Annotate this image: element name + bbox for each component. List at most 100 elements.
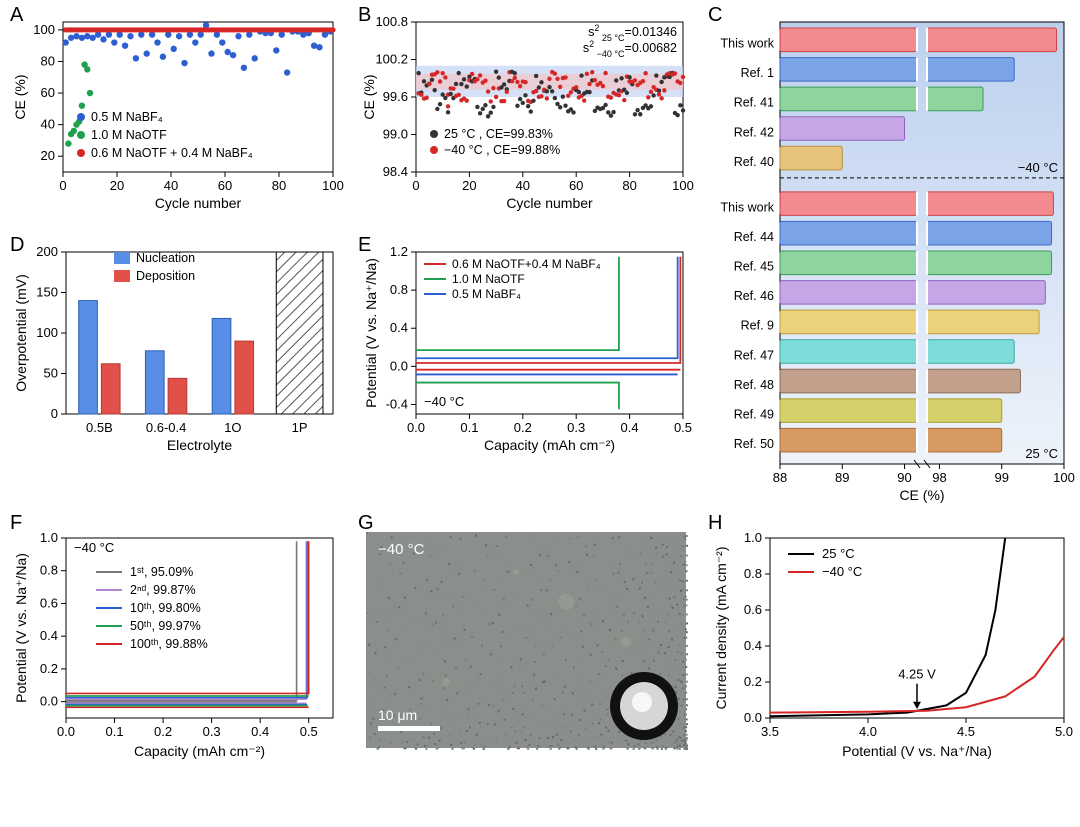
svg-text:0.0: 0.0 <box>744 710 762 725</box>
svg-text:100: 100 <box>1053 470 1075 485</box>
svg-text:0.4: 0.4 <box>40 628 58 643</box>
svg-text:−40 °C: −40 °C <box>1018 160 1058 175</box>
svg-text:0.3: 0.3 <box>567 420 585 435</box>
svg-text:80: 80 <box>41 53 55 68</box>
svg-text:Current density (mA cm⁻²): Current density (mA cm⁻²) <box>713 547 729 710</box>
svg-text:0.5: 0.5 <box>300 724 318 739</box>
svg-text:0.8: 0.8 <box>390 282 408 297</box>
svg-text:0.5B: 0.5B <box>86 420 113 435</box>
svg-text:Ref. 47: Ref. 47 <box>734 348 774 362</box>
svg-text:CE (%): CE (%) <box>12 74 28 119</box>
svg-text:5.0: 5.0 <box>1055 724 1073 739</box>
svg-text:Ref. 46: Ref. 46 <box>734 289 774 303</box>
svg-text:Potential (V vs. Na⁺/Na): Potential (V vs. Na⁺/Na) <box>842 743 992 759</box>
svg-text:60: 60 <box>218 178 232 193</box>
svg-text:Potential (V vs. Na⁺/Na): Potential (V vs. Na⁺/Na) <box>363 258 379 408</box>
svg-text:1P: 1P <box>292 420 308 435</box>
svg-text:0.4: 0.4 <box>621 420 639 435</box>
svg-text:0.6 M NaOTF + 0.4 M NaBF₄: 0.6 M NaOTF + 0.4 M NaBF₄ <box>91 146 253 160</box>
svg-text:50ᵗʰ, 99.97%: 50ᵗʰ, 99.97% <box>130 619 201 633</box>
svg-text:Potential (V vs. Na⁺/Na): Potential (V vs. Na⁺/Na) <box>13 553 29 703</box>
svg-text:−40 °C: −40 °C <box>424 394 464 409</box>
svg-text:Ref. 9: Ref. 9 <box>741 319 774 333</box>
svg-text:0.6-0.4: 0.6-0.4 <box>146 420 186 435</box>
svg-text:Ref. 45: Ref. 45 <box>734 260 774 274</box>
svg-text:Nucleation: Nucleation <box>136 251 195 265</box>
svg-text:0: 0 <box>59 178 66 193</box>
svg-text:1.0: 1.0 <box>744 530 762 545</box>
svg-text:0.6 M NaOTF+0.4 M NaBF₄: 0.6 M NaOTF+0.4 M NaBF₄ <box>452 257 601 271</box>
label-H: H <box>708 512 722 535</box>
svg-text:3.5: 3.5 <box>761 724 779 739</box>
svg-text:4.0: 4.0 <box>859 724 877 739</box>
svg-text:0.2: 0.2 <box>744 674 762 689</box>
svg-text:Ref. 48: Ref. 48 <box>734 378 774 392</box>
svg-text:25 °C: 25 °C <box>1025 446 1058 461</box>
svg-text:Electrolyte: Electrolyte <box>167 437 233 453</box>
svg-text:1.0 M NaOTF: 1.0 M NaOTF <box>452 272 525 286</box>
svg-text:0.5 M NaBF₄: 0.5 M NaBF₄ <box>91 110 163 124</box>
svg-text:25 °C , CE=99.83%: 25 °C , CE=99.83% <box>444 127 553 141</box>
svg-text:100: 100 <box>322 178 344 193</box>
label-E: E <box>358 234 371 257</box>
svg-text:20: 20 <box>462 178 476 193</box>
svg-text:50: 50 <box>44 366 58 381</box>
svg-text:4.5: 4.5 <box>957 724 975 739</box>
label-C: C <box>708 4 722 27</box>
svg-text:−40 °C: −40 °C <box>822 564 862 579</box>
svg-text:Overpotential (mV): Overpotential (mV) <box>13 274 29 391</box>
svg-text:1.0 M NaOTF: 1.0 M NaOTF <box>91 128 167 142</box>
svg-text:40: 40 <box>516 178 530 193</box>
svg-text:0.0: 0.0 <box>390 358 408 373</box>
svg-text:CE (%): CE (%) <box>361 74 377 119</box>
svg-text:90: 90 <box>897 470 911 485</box>
svg-text:0.3: 0.3 <box>203 724 221 739</box>
svg-text:10 μm: 10 μm <box>378 707 417 723</box>
label-B: B <box>358 4 371 27</box>
svg-text:40: 40 <box>164 178 178 193</box>
svg-text:0: 0 <box>412 178 419 193</box>
svg-text:Ref. 42: Ref. 42 <box>734 125 774 139</box>
svg-text:This work: This work <box>721 200 775 214</box>
svg-text:−40 °C: −40 °C <box>378 541 425 558</box>
svg-text:Cycle number: Cycle number <box>155 195 242 211</box>
label-G: G <box>358 512 374 535</box>
svg-text:99.6: 99.6 <box>383 89 408 104</box>
svg-text:1.2: 1.2 <box>390 244 408 259</box>
svg-text:100: 100 <box>36 325 58 340</box>
svg-text:98: 98 <box>932 470 946 485</box>
svg-text:60: 60 <box>569 178 583 193</box>
svg-text:Capacity (mAh cm⁻²): Capacity (mAh cm⁻²) <box>484 437 615 453</box>
figure-svg: 0 20 40 60 80 100 20 40 60 80 100 Cycle number CE (%… <box>0 0 1080 824</box>
svg-text:88: 88 <box>773 470 787 485</box>
svg-text:25 °C: 25 °C <box>822 546 855 561</box>
svg-text:200: 200 <box>36 244 58 259</box>
svg-text:0.8: 0.8 <box>40 563 58 578</box>
svg-text:60: 60 <box>41 85 55 100</box>
svg-text:CE (%): CE (%) <box>899 487 944 503</box>
svg-text:0.2: 0.2 <box>40 661 58 676</box>
svg-text:0.2: 0.2 <box>514 420 532 435</box>
svg-text:0.5 M NaBF₄: 0.5 M NaBF₄ <box>452 287 521 301</box>
svg-text:Ref. 40: Ref. 40 <box>734 155 774 169</box>
svg-text:0.4: 0.4 <box>744 638 762 653</box>
svg-text:Cycle number: Cycle number <box>506 195 593 211</box>
svg-text:100.2: 100.2 <box>375 52 408 67</box>
svg-text:Capacity (mAh cm⁻²): Capacity (mAh cm⁻²) <box>134 743 265 759</box>
svg-text:99: 99 <box>994 470 1008 485</box>
svg-text:0.8: 0.8 <box>744 566 762 581</box>
svg-text:−40 °C , CE=99.88%: −40 °C , CE=99.88% <box>444 143 560 157</box>
svg-text:0.4: 0.4 <box>251 724 269 739</box>
svg-text:80: 80 <box>272 178 286 193</box>
svg-text:0.4: 0.4 <box>390 320 408 335</box>
svg-text:100: 100 <box>33 22 55 37</box>
svg-text:2ⁿᵈ, 99.87%: 2ⁿᵈ, 99.87% <box>130 583 196 597</box>
svg-text:100.8: 100.8 <box>375 14 408 29</box>
label-D: D <box>10 234 24 257</box>
svg-text:150: 150 <box>36 285 58 300</box>
svg-text:20: 20 <box>41 148 55 163</box>
svg-text:0.0: 0.0 <box>407 420 425 435</box>
figure: A B C D E F G H 02040608010020406080100C… <box>0 0 1080 824</box>
svg-text:100: 100 <box>672 178 694 193</box>
svg-text:s2 −40 °C=0.00682: s2 −40 °C=0.00682 <box>583 39 677 59</box>
